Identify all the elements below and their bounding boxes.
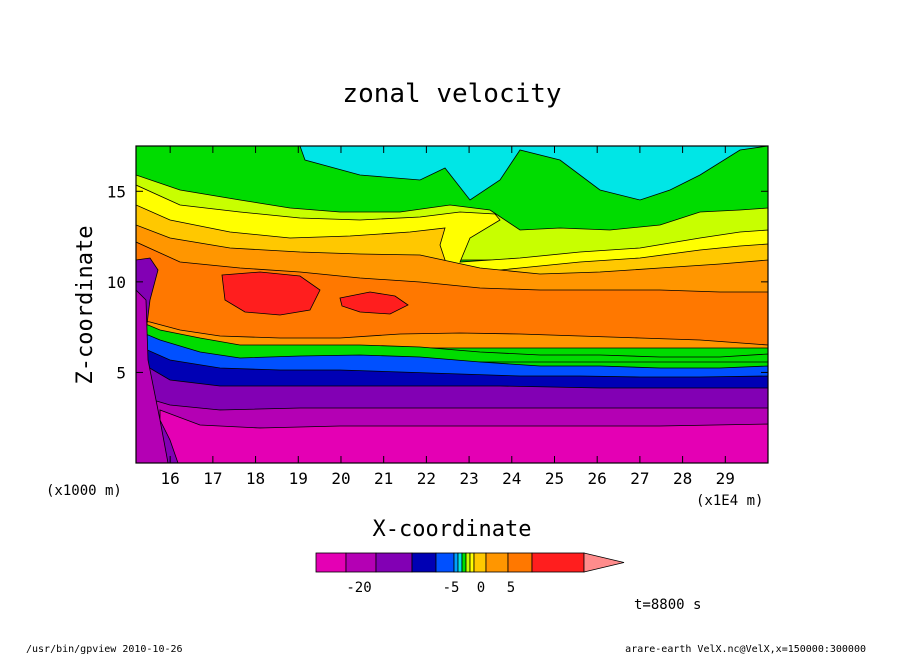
x-tick-label: 26 [588,469,607,488]
colorbar-segment [485,552,509,573]
time-label: t=8800 s [634,597,701,613]
y-tick-label: 5 [116,363,126,382]
x-tick-label: 19 [289,469,308,488]
x-tick-label: 23 [459,469,478,488]
colorbar-ticks: -20 -5 0 5 [346,580,515,596]
colorbar-segment [411,552,437,573]
colorbar-tick-label: 5 [507,580,515,596]
band-min-magenta [159,409,768,463]
colorbar-segment [453,552,459,573]
band-neg-light [136,329,768,381]
band-max-core [221,271,321,316]
x-tick-label: 20 [331,469,350,488]
band-upper-cyan [299,146,768,201]
x-axis-title: X-coordinate [373,517,532,542]
band-warm-deep [136,241,768,346]
plot-area [136,146,768,463]
plot-frame [135,145,769,464]
x-tick-label: 21 [374,469,393,488]
band-transition [136,319,768,363]
band-left-purple [136,289,169,463]
footer-right: arare-earth_VelX.nc@VelX,x=150000:300000 [625,644,866,654]
x-tick-label: 28 [673,469,692,488]
y-tick-label: 15 [107,182,126,201]
x-tick-label: 18 [246,469,265,488]
x-tick-label: 16 [161,469,180,488]
x-unit-label: (x1E4 m) [696,493,763,509]
colorbar-extend-arrow [583,552,625,573]
x-ticks: 16 17 18 19 20 21 22 23 24 25 26 27 28 29 [161,146,735,488]
chart-title: zonal velocity [342,79,561,109]
colorbar-tick-label: -20 [346,580,371,596]
x-tick-label: 22 [417,469,436,488]
colorbar-segment [531,552,585,573]
y-ticks: 5 10 15 [107,182,768,382]
colorbar-segment [457,552,463,573]
colorbar-segment [507,552,533,573]
colorbar [315,552,625,573]
colorbar-segment [375,552,413,573]
colorbar-segment [461,552,467,573]
colorbar-segment [469,552,475,573]
colorbar-tick-label: -5 [443,580,460,596]
colorbar-segment [473,552,487,573]
band-neg-navy [136,344,768,393]
y-unit-label: (x1000 m) [46,483,122,499]
y-tick-label: 10 [107,273,126,292]
x-tick-label: 25 [545,469,564,488]
colorbar-segment [315,552,347,573]
colorbar-segment [435,552,455,573]
y-axis-title: Z-coordinate [73,226,98,385]
x-tick-label: 27 [630,469,649,488]
x-tick-label: 24 [502,469,521,488]
band-max-core-2 [339,291,409,315]
footer-left: /usr/bin/gpview 2010-10-26 [26,644,183,654]
colorbar-tick-label: 0 [477,580,485,596]
x-tick-label: 17 [203,469,222,488]
x-tick-label: 29 [716,469,735,488]
colorbar-segment [465,552,471,573]
colorbar-segment [345,552,377,573]
